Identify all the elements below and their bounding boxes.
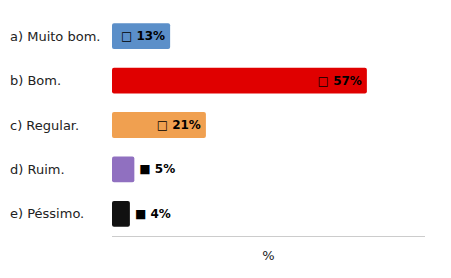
category-label: c) Regular. — [10, 118, 79, 133]
bar — [112, 23, 170, 49]
data-label: □ 57% — [318, 74, 362, 88]
category-label: b) Bom. — [10, 73, 61, 88]
data-label: □ 21% — [157, 118, 201, 132]
axis-line — [112, 236, 425, 237]
bar — [112, 112, 206, 138]
category-label: e) Péssimo. — [10, 206, 84, 221]
bars — [112, 23, 367, 226]
bar — [112, 201, 130, 227]
category-label: d) Ruim. — [10, 162, 65, 177]
bar — [112, 157, 134, 183]
x-axis-label: % — [262, 248, 274, 263]
bar — [112, 68, 367, 94]
labels: a) Muito bom. □ 13% b) Bom. □ 57% c) Regular… — [10, 29, 362, 222]
category-label: a) Muito bom. — [10, 29, 100, 44]
data-label: ■ 5% — [139, 162, 175, 176]
data-label: ■ 4% — [135, 207, 171, 221]
data-label: □ 13% — [121, 29, 165, 43]
chart: a) Muito bom. □ 13% b) Bom. □ 57% c) Regular… — [0, 0, 451, 278]
